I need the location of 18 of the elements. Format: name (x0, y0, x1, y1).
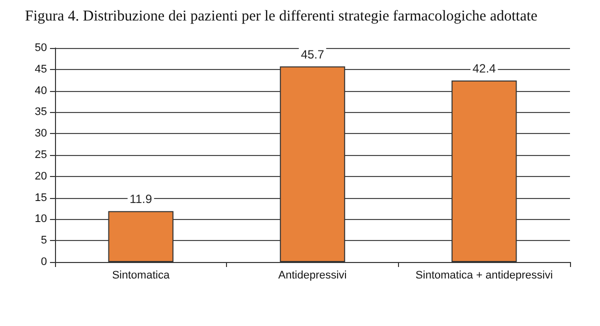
y-tick-label: 30 (34, 128, 47, 140)
y-tick-label: 15 (34, 192, 47, 204)
y-tick-label: 0 (40, 256, 47, 268)
y-tick-label: 5 (40, 234, 47, 247)
y-tick-label: 20 (34, 170, 47, 182)
chart-title: Figura 4. Distribuzione dei pazienti per le differenti strategie farmacologiche adottate (25, 8, 538, 24)
y-tick-label: 25 (34, 149, 47, 161)
data-label: 45.7 (300, 47, 324, 62)
y-tick-label: 35 (34, 106, 47, 118)
y-tick-label: 45 (34, 63, 47, 76)
y-tick-label: 10 (34, 213, 47, 226)
y-tick-label: 50 (34, 42, 47, 54)
x-tick-label: Sintomatica + antidepressivi (416, 270, 553, 282)
data-label: 11.9 (130, 192, 152, 206)
y-tick-label: 40 (34, 84, 47, 97)
x-tick-label: Antidepressivi (278, 270, 347, 282)
x-tick-label: Sintomatica (112, 270, 170, 282)
data-label: 42.4 (472, 62, 496, 76)
